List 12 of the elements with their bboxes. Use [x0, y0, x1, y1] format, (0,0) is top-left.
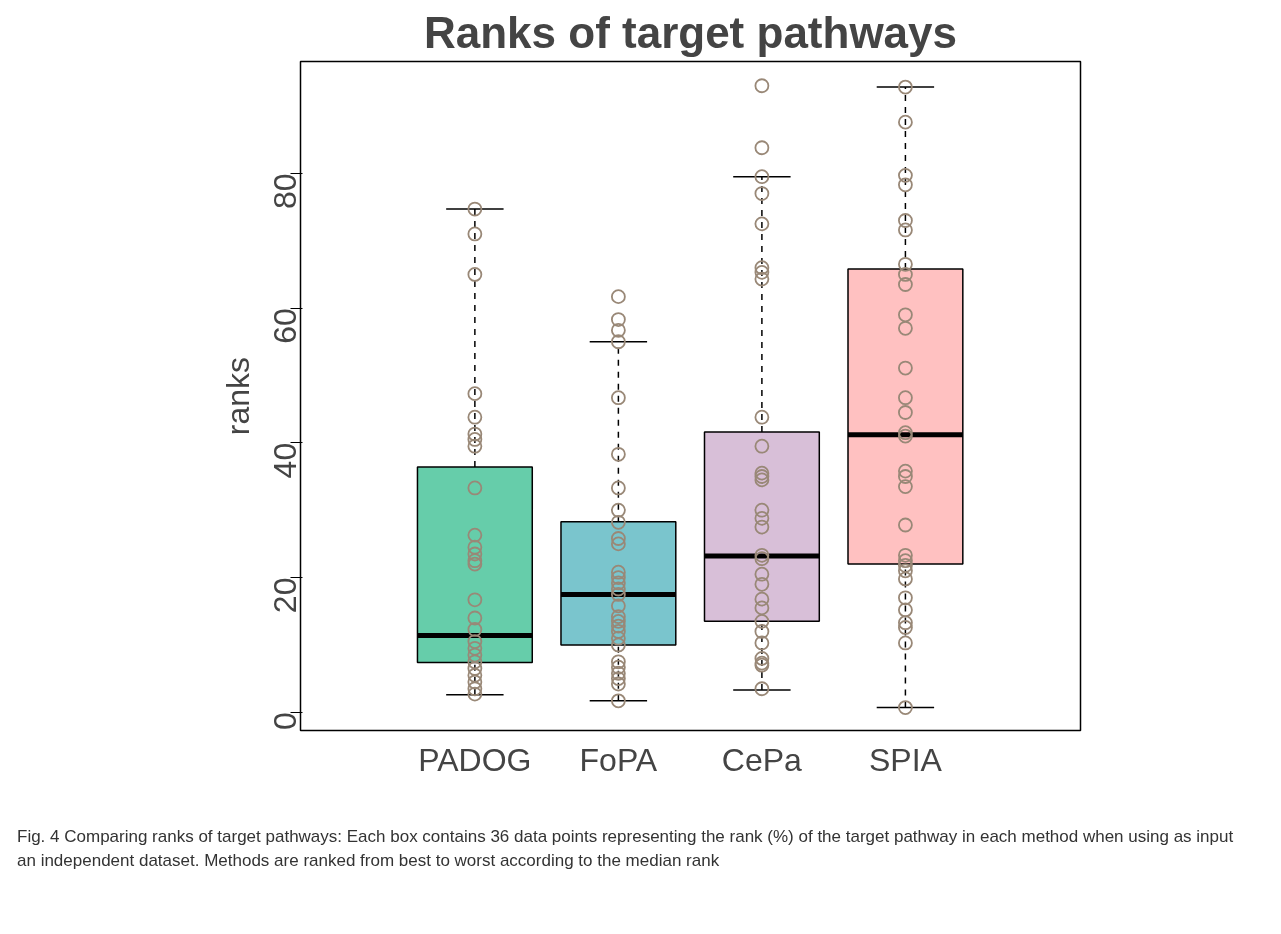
x-tick-label: PADOG — [418, 741, 532, 778]
x-tick-label: CePa — [721, 741, 803, 778]
chart-title: Ranks of target pathways — [423, 7, 958, 57]
x-tick-label: SPIA — [868, 741, 943, 778]
caption: Fig. 4 Comparing ranks of target pathways: Each box contains 36 data points representing the rank (%) of the target pathway in each method when using as input an independent dataset. Methods are ranked from best to worst according to the median rank — [17, 826, 1235, 873]
y-axis-title: ranks — [219, 356, 256, 436]
y-tick-label: 20 — [267, 577, 304, 614]
x-tick-label: FoPA — [579, 741, 658, 778]
y-tick-label: 40 — [267, 442, 304, 479]
y-tick-label: 60 — [267, 308, 304, 344]
y-tick-label: 80 — [267, 173, 304, 209]
y-tick-label: 0 — [267, 712, 304, 731]
